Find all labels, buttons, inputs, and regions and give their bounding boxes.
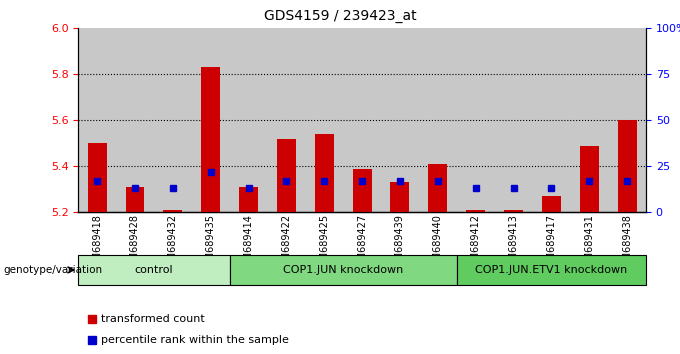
Bar (542, 196, 561, 212)
Bar (126, 187, 144, 212)
Text: control: control (135, 265, 173, 275)
Bar (230, 255, 457, 285)
Text: transformed count: transformed count (101, 314, 205, 324)
Bar (466, 210, 485, 212)
Bar (239, 187, 258, 212)
Bar (504, 210, 523, 212)
Bar (88, 143, 107, 212)
Text: COP1.JUN.ETV1 knockdown: COP1.JUN.ETV1 knockdown (475, 265, 628, 275)
Bar (617, 120, 636, 212)
Bar (163, 210, 182, 212)
Bar (457, 255, 646, 285)
Text: genotype/variation: genotype/variation (3, 265, 103, 275)
Bar (78, 255, 230, 285)
Bar (428, 164, 447, 212)
Text: COP1.JUN knockdown: COP1.JUN knockdown (283, 265, 403, 275)
Bar (277, 139, 296, 212)
Bar (390, 183, 409, 212)
Text: GDS4159 / 239423_at: GDS4159 / 239423_at (264, 9, 416, 23)
Text: percentile rank within the sample: percentile rank within the sample (101, 335, 288, 345)
Bar (201, 68, 220, 212)
Bar (353, 169, 371, 212)
Bar (580, 146, 598, 212)
Bar (315, 134, 334, 212)
